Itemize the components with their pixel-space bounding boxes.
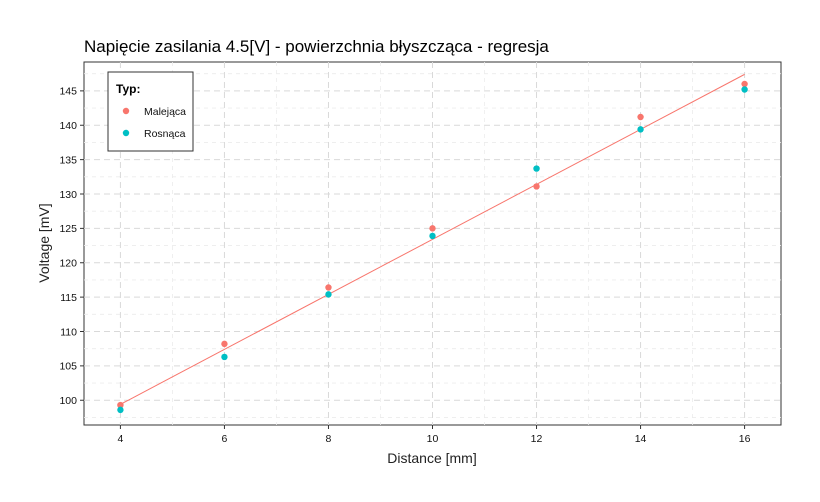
legend-box xyxy=(107,71,194,152)
y-axis: 100 105 110 115 120 125 130 135 140 145 xyxy=(59,86,84,407)
point-malejaca xyxy=(533,183,540,190)
point-malejaca xyxy=(221,340,228,348)
x-tick-label: 8 xyxy=(326,433,332,445)
y-tick-label: 105 xyxy=(59,361,77,373)
x-tick-label: 14 xyxy=(635,433,647,445)
y-tick-label: 115 xyxy=(60,292,77,304)
point-rosnaca xyxy=(637,126,644,133)
grid xyxy=(84,62,781,425)
point-malejaca xyxy=(325,284,332,291)
y-tick-label: 130 xyxy=(59,189,77,201)
point-malejaca xyxy=(117,401,124,409)
x-tick-label: 6 xyxy=(222,433,228,445)
x-tick-label: 12 xyxy=(531,433,543,445)
plot-area xyxy=(83,61,782,426)
point-rosnaca xyxy=(117,406,124,414)
legend-label-rosnaca: Rosnąca xyxy=(144,128,186,140)
legend: Typ: Malejąca Rosnąca xyxy=(107,71,194,152)
y-tick-label: 125 xyxy=(59,223,77,235)
legend-key-malejaca xyxy=(122,107,130,115)
point-rosnaca xyxy=(221,353,228,361)
point-rosnaca xyxy=(429,232,436,240)
y-tick-label: 100 xyxy=(59,395,77,407)
point-rosnaca xyxy=(741,86,748,93)
y-axis-title: Voltage [mV] xyxy=(36,203,52,282)
legend-title: Typ: xyxy=(116,82,140,96)
point-malejaca xyxy=(741,80,748,88)
data-points xyxy=(117,80,748,414)
x-tick-label: 16 xyxy=(739,433,751,445)
x-tick-label: 4 xyxy=(117,433,123,445)
chart-title: Napięcie zasilania 4.5[V] - powierzchnia… xyxy=(84,37,549,56)
x-tick-label: 10 xyxy=(427,433,439,445)
y-tick-label: 145 xyxy=(59,86,77,98)
point-rosnaca xyxy=(533,165,540,172)
y-tick-label: 140 xyxy=(59,120,77,132)
point-malejaca xyxy=(429,225,436,232)
y-tick-label: 135 xyxy=(59,154,77,166)
point-rosnaca xyxy=(325,291,332,298)
point-malejaca xyxy=(637,113,644,121)
legend-label-malejaca: Malejąca xyxy=(144,106,186,118)
x-axis: 4 6 8 10 12 14 16 xyxy=(117,425,751,445)
x-axis-title: Distance [mm] xyxy=(387,450,476,466)
legend-key-rosnaca xyxy=(122,129,130,137)
y-tick-label: 110 xyxy=(60,326,77,338)
y-tick-label: 120 xyxy=(59,258,77,270)
